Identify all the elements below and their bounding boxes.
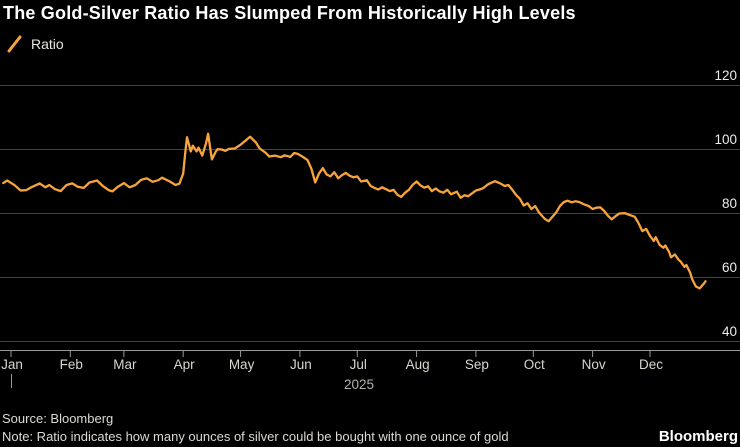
x-axis-label-mar: Mar <box>113 357 137 372</box>
x-axis-label-jul: Jul <box>350 357 367 372</box>
ratio-line-chart: 40 60 80 100 120 Jan Feb Mar Apr May Jun Jul Aug Sep O… <box>0 68 740 392</box>
y-axis-label-120: 120 <box>714 68 737 83</box>
y-axis-label-80: 80 <box>722 196 737 211</box>
ratio-series-slash-icon <box>7 35 22 53</box>
y-axis-label-40: 40 <box>722 324 737 339</box>
x-axis-label-oct: Oct <box>524 357 545 372</box>
year-label: 2025 <box>344 377 374 392</box>
note-text: Note: Ratio indicates how many ounces of… <box>2 429 509 444</box>
x-axis-label-jun: Jun <box>290 357 312 372</box>
x-axis-label-feb: Feb <box>60 357 83 372</box>
y-axis-label-60: 60 <box>722 260 737 275</box>
y-axis-label-100: 100 <box>714 132 737 147</box>
source-text: Source: Bloomberg <box>2 411 114 426</box>
ratio-line <box>2 132 707 290</box>
x-axis-label-nov: Nov <box>582 357 606 372</box>
x-axis-label-apr: Apr <box>174 357 196 372</box>
x-axis-label-jan: Jan <box>1 357 23 372</box>
x-axis-label-aug: Aug <box>406 357 430 372</box>
legend-label: Ratio <box>31 36 64 52</box>
legend: Ratio <box>6 35 64 53</box>
x-axis-label-may: May <box>229 357 255 372</box>
x-axis-label-sep: Sep <box>465 357 489 372</box>
bloomberg-logo: Bloomberg <box>658 428 738 445</box>
x-axis-label-dec: Dec <box>639 357 663 372</box>
chart-title: The Gold-Silver Ratio Has Slumped From H… <box>3 3 576 23</box>
